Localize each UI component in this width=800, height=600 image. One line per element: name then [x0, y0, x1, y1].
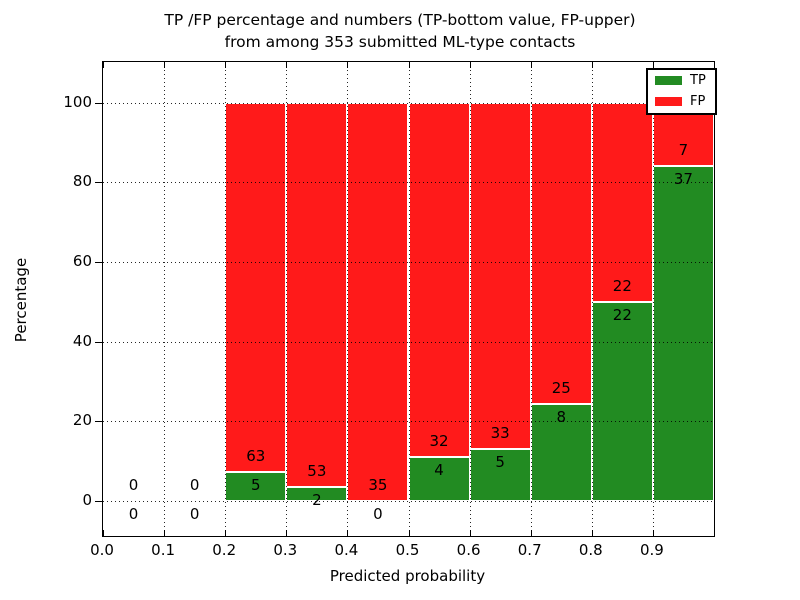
y-tick-mark: [95, 262, 102, 264]
y-tick-label: 100: [63, 92, 92, 111]
y-tick-label: 0: [82, 491, 92, 509]
v-gridline: [469, 62, 471, 536]
x-tick-mark: [652, 62, 654, 68]
tp-count-label: 22: [612, 305, 632, 324]
x-tick-mark: [408, 62, 410, 68]
bar-tp-segment: [652, 166, 714, 501]
bar-fp-segment: [286, 102, 348, 487]
x-tick-mark: [530, 62, 532, 68]
fp-count-label: 25: [551, 379, 571, 398]
fp-count-label: 0: [189, 476, 200, 494]
v-gridline: [652, 62, 654, 536]
v-gridline: [347, 62, 349, 536]
y-tick-label: 60: [72, 252, 92, 271]
x-tick-mark: [286, 530, 288, 536]
v-gridline: [164, 62, 166, 536]
bar-fp-segment: [408, 102, 470, 457]
x-tick-label: 0.5: [395, 541, 420, 559]
bar-fp-segment: [347, 102, 409, 501]
fp-count-label: 32: [429, 431, 449, 450]
x-tick-label: 0.3: [273, 541, 298, 559]
chart-title-line1: TP /FP percentage and numbers (TP-bottom…: [164, 11, 636, 29]
bar-tp-segment: [225, 471, 287, 501]
y-tick-mark: [95, 421, 102, 423]
plot-area: 0 0 0 0 63 5 53 2 35 0 32 4 33 5 25 8 22 22 7 37 TP FP: [95, 61, 717, 537]
x-tick-mark: [164, 62, 166, 68]
v-gridline: [408, 62, 410, 536]
legend-row-tp: TP: [648, 70, 715, 91]
fp-count-label: 35: [368, 476, 388, 494]
bar-tp-segment: [591, 301, 653, 501]
y-tick-label: 20: [72, 411, 92, 430]
y-tick-label: 40: [72, 331, 92, 350]
y-tick-label: 80: [72, 172, 92, 191]
fp-count-label: 7: [678, 141, 689, 160]
v-gridline: [530, 62, 532, 536]
x-tick-mark: [469, 530, 471, 536]
x-tick-mark: [530, 530, 532, 536]
x-tick-label: 0.1: [151, 541, 176, 559]
x-tick-label: 0.8: [578, 541, 603, 559]
x-tick-mark: [591, 530, 593, 536]
x-tick-mark: [225, 530, 227, 536]
tp-count-label: 5: [495, 452, 505, 471]
y-tick-mark: [95, 182, 102, 184]
v-gridline: [591, 62, 593, 536]
bar-fp-segment: [591, 102, 653, 302]
tp-count-label: 0: [189, 505, 200, 523]
x-axis-label: Predicted probability: [329, 567, 486, 585]
tp-count-label: 0: [373, 505, 383, 523]
chart-title-line2: from among 353 submitted ML-type contact…: [224, 32, 576, 51]
y-tick-mark: [95, 102, 102, 104]
fp-count-label: 63: [246, 446, 266, 465]
tp-count-label: 0: [128, 505, 139, 523]
v-gridline: [286, 62, 288, 536]
bar-fp-segment: [469, 102, 531, 449]
y-tick-mark: [95, 501, 102, 502]
tp-count-label: 37: [673, 170, 693, 189]
legend-label-fp: FP: [690, 94, 706, 109]
tp-count-label: 5: [250, 475, 261, 494]
bar-tp-segment: [530, 404, 592, 501]
bar-fp-segment: [225, 102, 287, 472]
legend: TP FP: [646, 68, 717, 115]
tp-count-label: 4: [434, 460, 444, 479]
x-tick-label: 0.4: [334, 541, 359, 559]
x-tick-label: 0.7: [517, 541, 542, 559]
bar-tp-segment: [469, 448, 531, 501]
x-tick-mark: [652, 530, 654, 536]
fp-count-label: 0: [128, 476, 139, 494]
x-tick-mark: [408, 530, 410, 536]
x-tick-mark: [347, 62, 349, 68]
fp-color-swatch: [655, 97, 682, 106]
tp-count-label: 2: [312, 490, 322, 509]
x-tick-mark: [591, 62, 593, 68]
tp-count-label: 8: [556, 408, 567, 427]
x-tick-label: 0.6: [456, 541, 481, 559]
x-tick-mark: [469, 62, 471, 68]
x-tick-mark: [225, 62, 227, 68]
fp-count-label: 53: [307, 461, 327, 480]
fp-count-label: 33: [490, 423, 510, 442]
legend-row-fp: FP: [648, 91, 715, 112]
y-axis-label: Percentage: [12, 257, 30, 343]
x-tick-label: 0.0: [90, 541, 114, 559]
x-tick-mark: [103, 530, 104, 536]
x-tick-mark: [103, 62, 104, 68]
x-tick-label: 0.2: [212, 541, 237, 559]
y-tick-mark: [95, 341, 102, 343]
x-tick-mark: [347, 530, 349, 536]
tp-color-swatch: [655, 76, 682, 85]
fp-count-label: 22: [612, 276, 632, 295]
chart-title: TP /FP percentage and numbers (TP-bottom…: [0, 10, 800, 53]
x-tick-mark: [164, 530, 166, 536]
x-tick-label: 0.9: [639, 541, 664, 559]
x-tick-mark: [286, 62, 288, 68]
v-gridline: [225, 62, 227, 536]
legend-label-tp: TP: [690, 73, 706, 88]
bar-fp-segment: [530, 102, 592, 405]
